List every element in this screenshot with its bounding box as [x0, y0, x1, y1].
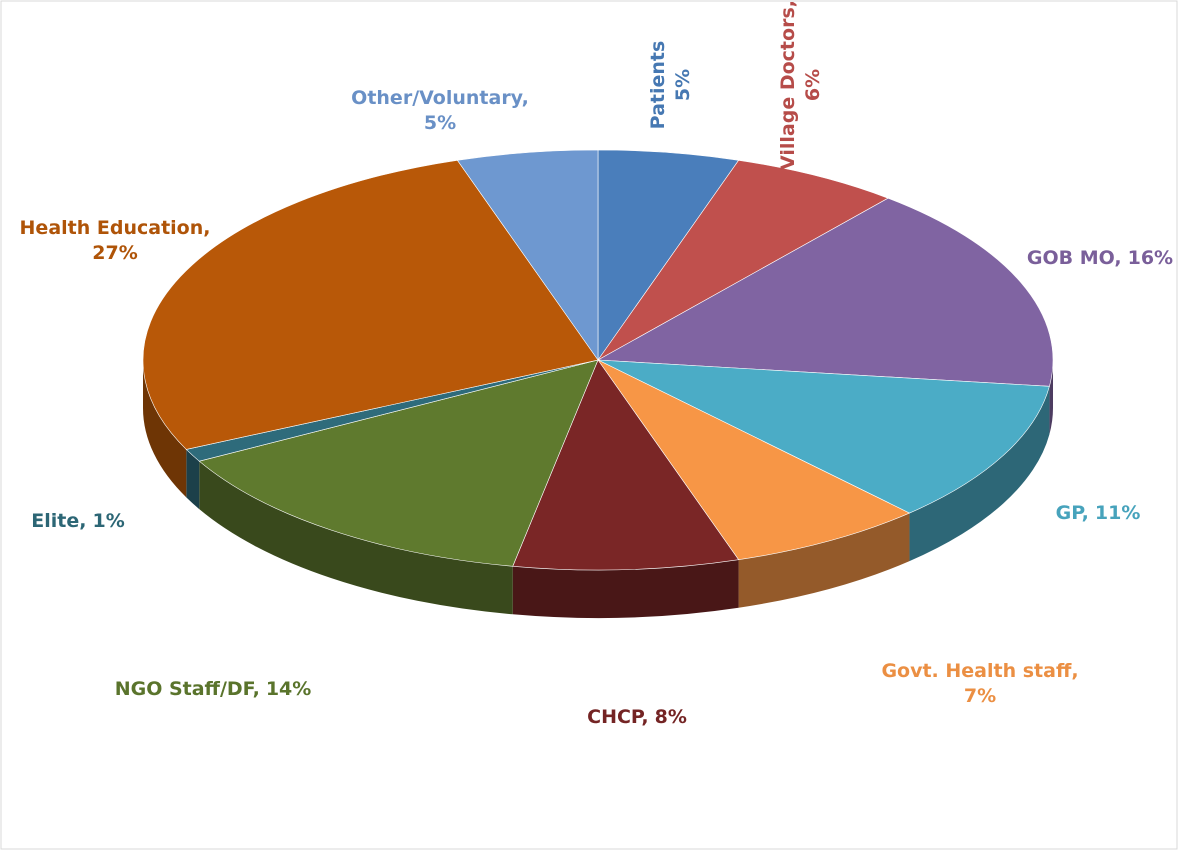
label-name: Elite, [31, 510, 86, 532]
data-label: GOB MO, 16% [1027, 247, 1173, 269]
label-name: Health Education, [20, 217, 211, 239]
pie-slice [597, 359, 1050, 514]
label-value: 16% [1128, 247, 1173, 269]
pie-side [909, 386, 1050, 562]
label-name: GP, [1056, 502, 1089, 524]
label-value: 27% [92, 242, 137, 264]
pie-side [186, 449, 200, 510]
data-label: Village Doctors, 6% [777, 0, 824, 170]
data-label: Govt. Health staff, 7% [881, 660, 1078, 707]
data-label: Elite, 1% [31, 510, 124, 532]
data-label: GP, 11% [1056, 502, 1141, 524]
label-value: 14% [266, 678, 311, 700]
data-label: Other/Voluntary, 5% [351, 87, 529, 134]
data-label: CHCP, 8% [587, 706, 687, 728]
pie-slice [512, 359, 740, 571]
label-value: 11% [1095, 502, 1140, 524]
label-name: CHCP, [587, 706, 648, 728]
label-name: GOB MO, [1027, 247, 1122, 269]
label-name: Govt. Health staff, [881, 660, 1078, 682]
label-value: 5% [672, 69, 694, 101]
pie-slice [597, 159, 889, 361]
label-name: Village Doctors, [777, 0, 799, 170]
data-label: Health Education, 27% [20, 217, 211, 264]
pie-slice [198, 359, 599, 567]
data-label: Patients 5% [647, 41, 694, 130]
data-labels: Patients 5% Village Doctors, 6%GOB MO, 16%GP… [20, 0, 1174, 727]
pie-sides [143, 360, 1053, 618]
pie-slice [596, 197, 1054, 387]
pie-side [1049, 360, 1053, 435]
pie-slice [456, 149, 599, 361]
label-name: NGO Staff/DF, [115, 678, 260, 700]
label-value: 8% [655, 706, 687, 728]
pie-side [143, 360, 187, 498]
label-value: 6% [802, 69, 824, 101]
pie-slice [597, 149, 740, 361]
label-value: 7% [964, 685, 996, 707]
label-value: 5% [424, 112, 456, 134]
label-name: Patients [647, 41, 669, 130]
pie-side [512, 559, 739, 618]
pie-side [199, 461, 513, 615]
data-label: NGO Staff/DF, 14% [115, 678, 312, 700]
label-name: Other/Voluntary, [351, 87, 529, 109]
pie-tops [142, 149, 1054, 571]
pie-slice [142, 159, 599, 450]
pie-side [738, 513, 910, 608]
pie-slice [597, 359, 911, 561]
label-value: 1% [92, 510, 124, 532]
